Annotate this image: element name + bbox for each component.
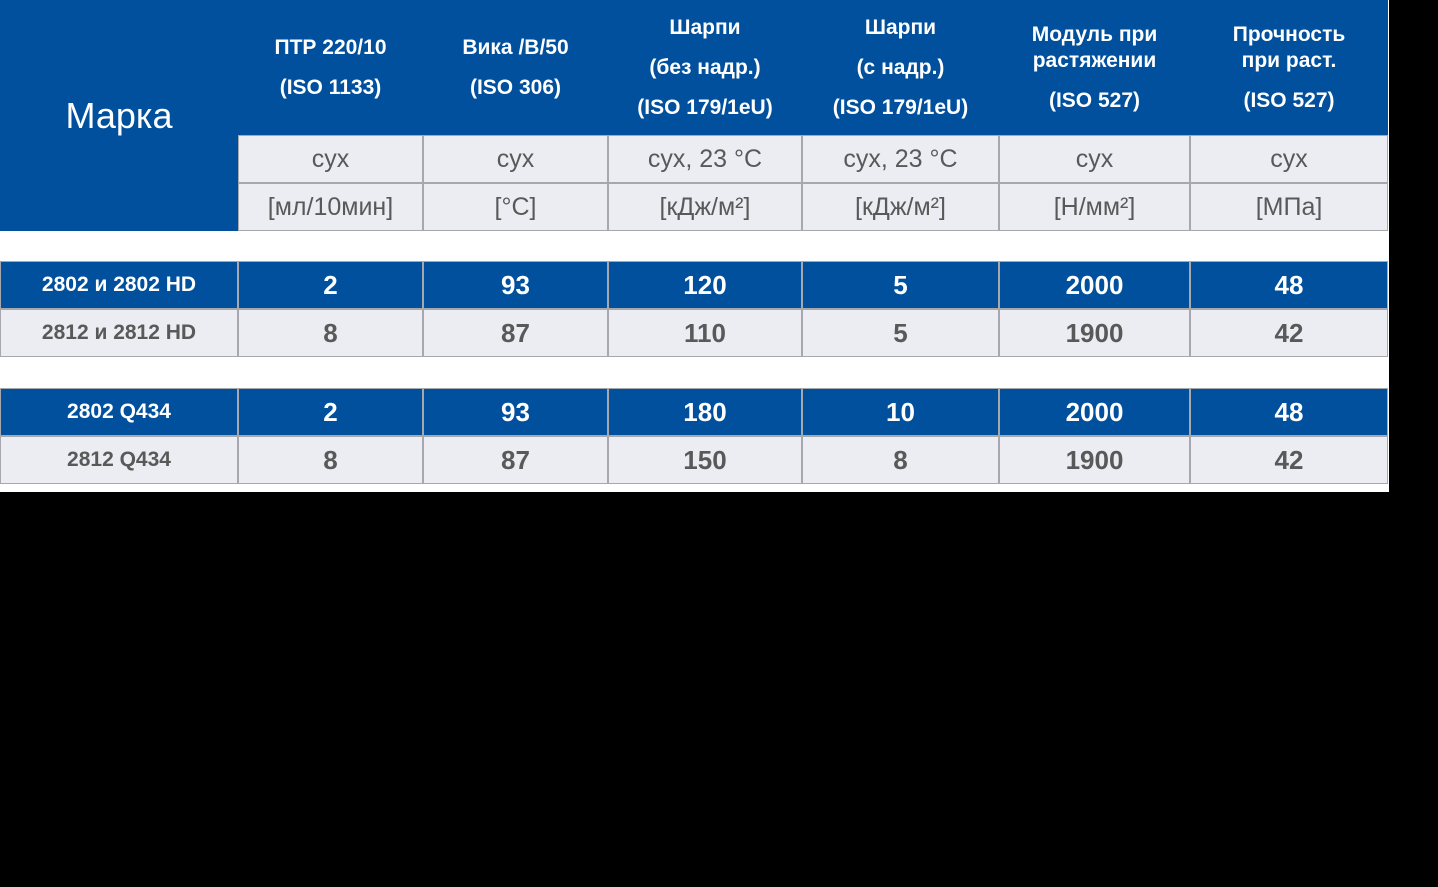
condition-cell: сух, 23 °C bbox=[608, 135, 802, 183]
unit-cell: [кДж/м²] bbox=[608, 183, 802, 231]
row-value: 93 bbox=[423, 388, 608, 436]
brand-header: Марка bbox=[0, 0, 238, 231]
row-value: 10 bbox=[802, 388, 999, 436]
col-header-line: (ISO 527) bbox=[1243, 88, 1335, 112]
col-header-charpy-notched: Шарпи (с надр.) (ISO 179/1eU) bbox=[802, 0, 999, 135]
col-header-line: (ISO 179/1eU) bbox=[832, 95, 969, 119]
condition-cell: сух bbox=[423, 135, 608, 183]
col-header-line: (с надр.) bbox=[856, 55, 945, 79]
col-header-line: (ISO 527) bbox=[1048, 88, 1141, 112]
row-value: 42 bbox=[1190, 309, 1388, 357]
row-value: 87 bbox=[423, 436, 608, 484]
row-value: 2000 bbox=[999, 261, 1190, 309]
row-name: 2802 и 2802 HD bbox=[0, 261, 238, 309]
condition-cell: сух bbox=[999, 135, 1190, 183]
col-header-line: ПТР 220/10 bbox=[274, 35, 387, 59]
slide: Марка ПТР 220/10 (ISO 1133) Вика /B/50 (… bbox=[0, 0, 1389, 492]
row-value: 48 bbox=[1190, 261, 1388, 309]
row-value: 1900 bbox=[999, 309, 1190, 357]
condition-cell: сух bbox=[238, 135, 423, 183]
col-header-line: (ISO 306) bbox=[469, 75, 562, 99]
row-value: 110 bbox=[608, 309, 802, 357]
unit-cell: [кДж/м²] bbox=[802, 183, 999, 231]
row-value: 8 bbox=[238, 436, 423, 484]
row-value: 2 bbox=[238, 388, 423, 436]
col-header-line: Прочность bbox=[1232, 22, 1346, 46]
condition-cell: сух bbox=[1190, 135, 1388, 183]
row-value: 150 bbox=[608, 436, 802, 484]
row-name: 2802 Q434 bbox=[0, 388, 238, 436]
row-value: 8 bbox=[802, 436, 999, 484]
row-value: 93 bbox=[423, 261, 608, 309]
col-header-line: (ISO 1133) bbox=[279, 75, 382, 99]
row-value: 5 bbox=[802, 309, 999, 357]
row-value: 42 bbox=[1190, 436, 1388, 484]
row-value: 2000 bbox=[999, 388, 1190, 436]
col-header-line: (ISO 179/1eU) bbox=[637, 95, 773, 119]
col-header-line: Модуль при bbox=[1031, 22, 1158, 46]
row-value: 2 bbox=[238, 261, 423, 309]
row-name: 2812 Q434 bbox=[0, 436, 238, 484]
row-value: 5 bbox=[802, 261, 999, 309]
col-header-mfr: ПТР 220/10 (ISO 1133) bbox=[238, 0, 423, 135]
row-name: 2812 и 2812 HD bbox=[0, 309, 238, 357]
unit-cell: [мл/10мин] bbox=[238, 183, 423, 231]
col-header-line: Шарпи bbox=[864, 15, 937, 39]
col-header-charpy-unnotched: Шарпи (без надр.) (ISO 179/1eU) bbox=[608, 0, 802, 135]
condition-cell: сух, 23 °C bbox=[802, 135, 999, 183]
unit-cell: [°C] bbox=[423, 183, 608, 231]
row-value: 180 bbox=[608, 388, 802, 436]
col-header-tensile-strength: Прочность при раст. (ISO 527) bbox=[1190, 0, 1388, 135]
row-value: 87 bbox=[423, 309, 608, 357]
row-value: 48 bbox=[1190, 388, 1388, 436]
row-value: 8 bbox=[238, 309, 423, 357]
col-header-line: (без надр.) bbox=[649, 55, 761, 79]
unit-cell: [МПа] bbox=[1190, 183, 1388, 231]
col-header-tensile-modulus: Модуль при растяжении (ISO 527) bbox=[999, 0, 1190, 135]
row-value: 1900 bbox=[999, 436, 1190, 484]
col-header-line: растяжении bbox=[1032, 48, 1157, 72]
row-value: 120 bbox=[608, 261, 802, 309]
col-header-line: при раст. bbox=[1241, 48, 1337, 72]
col-header-line: Шарпи bbox=[669, 15, 741, 39]
col-header-vicat: Вика /B/50 (ISO 306) bbox=[423, 0, 608, 135]
col-header-line: Вика /B/50 bbox=[462, 35, 569, 59]
unit-cell: [Н/мм²] bbox=[999, 183, 1190, 231]
